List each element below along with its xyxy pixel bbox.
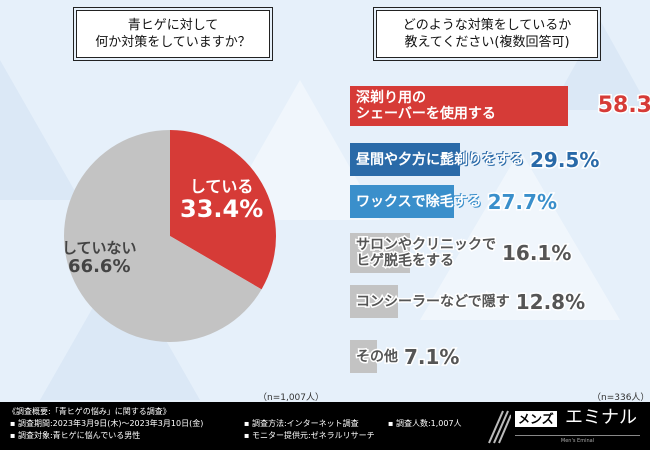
pie-label-no: していない 66.6% xyxy=(62,239,137,277)
bar-label: サロンやクリニックで ヒゲ脱毛をする 16.1% xyxy=(355,233,573,273)
survey-footer: 《調査概要:「青ヒゲの悩み」に関する調査》 ▪ 調査期間:2023年3月9日(木… xyxy=(0,402,650,450)
bar-label: コンシーラーなどで隠す 12.8% xyxy=(355,285,587,318)
bar xyxy=(350,143,461,176)
bar xyxy=(350,233,411,273)
value-label: 29.5% xyxy=(528,147,600,172)
category-label: その他 xyxy=(355,347,400,366)
pie-slice xyxy=(63,130,262,343)
value-label: 58.3% xyxy=(596,93,650,118)
category-label: コンシーラーなどで隠す xyxy=(355,292,512,311)
brand-logo: メンズ エミナル Men's Eminal xyxy=(485,407,645,447)
category-label: 深剃り用の シェーバーを使用する xyxy=(356,90,496,122)
question-line: 何か対策をしていますか？ xyxy=(95,35,251,50)
right-question-box: どのような対策をしているか 教えてください(複数回答可) xyxy=(373,7,601,61)
question-line: 青ヒゲに対して xyxy=(127,18,219,33)
bar xyxy=(350,86,569,126)
value-label: 12.8% xyxy=(514,289,586,314)
right-sample-size: （n=336人） xyxy=(592,393,650,403)
footer-target: ▪ 調査対象:青ヒゲに悩んでいる男性 xyxy=(10,431,141,440)
bar-label: ワックスで除毛する 27.7% xyxy=(356,185,558,218)
value-label: 27.7% xyxy=(486,189,558,214)
category-label: 昼間や夕方に髭剃りをする xyxy=(356,151,524,168)
footer-method: ▪ 調査方法:インターネット調査 xyxy=(244,419,359,428)
logo-text-mens: メンズ xyxy=(515,411,557,427)
logo-subtext: Men's Eminal xyxy=(515,435,640,447)
question-line: どのような対策をしているか xyxy=(402,18,572,33)
category-label: ワックスで除毛する xyxy=(356,193,482,210)
value-label: 16.1% xyxy=(500,241,572,265)
category-label: サロンやクリニックで ヒゲ脱毛をする xyxy=(355,236,498,271)
footer-title: 《調査概要:「青ヒゲの悩み」に関する調査》 xyxy=(8,407,171,416)
pie-slice xyxy=(170,130,276,290)
pie-chart xyxy=(63,130,276,343)
pie-label-yes: している 33.4% xyxy=(180,177,264,223)
value-label: 7.1% xyxy=(402,344,460,369)
bar xyxy=(350,340,377,373)
logo-text-eminal: エミナル xyxy=(565,407,637,428)
bar-label: 昼間や夕方に髭剃りをする 29.5% xyxy=(356,143,601,176)
logo-mark-icon xyxy=(488,410,511,444)
left-sample-size: （n=1,007人） xyxy=(258,393,325,403)
bar xyxy=(350,185,454,218)
left-question-box: 青ヒゲに対して何か対策をしていますか？ xyxy=(73,7,273,61)
question-line: 教えてください(複数回答可) xyxy=(404,35,570,50)
footer-provider: ▪ モニター提供元:ゼネラルリサーチ xyxy=(244,431,375,440)
bar-label: その他 7.1% xyxy=(355,340,461,373)
footer-count: ▪ 調査人数:1,007人 xyxy=(388,419,462,428)
footer-period: ▪ 調査期間:2023年3月9日(木)～2023年3月10日(金) xyxy=(10,419,204,428)
bar xyxy=(350,285,398,318)
